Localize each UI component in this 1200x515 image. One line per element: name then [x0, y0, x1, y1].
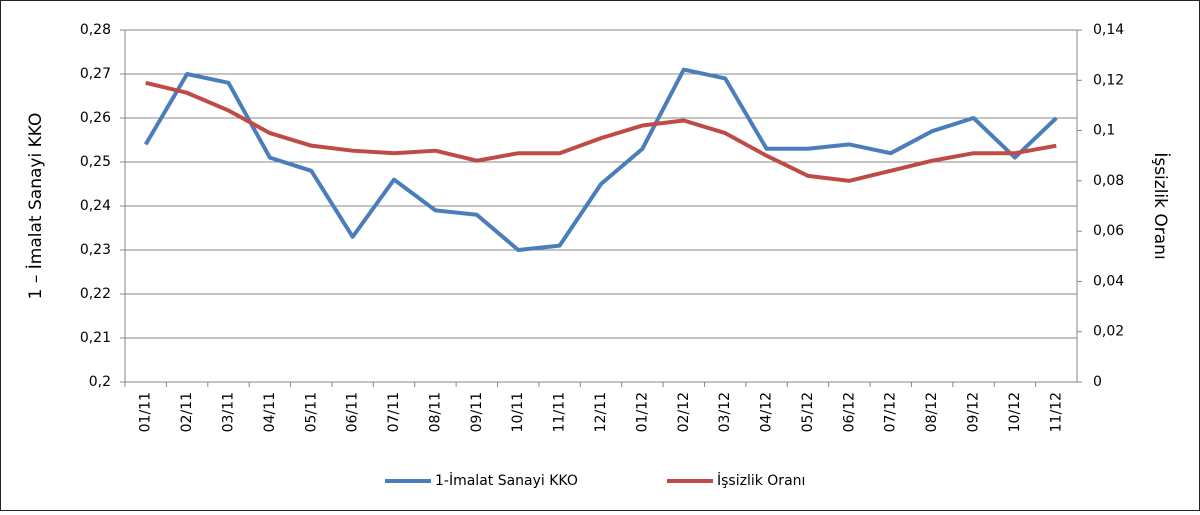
y-tick-label: 0,26 — [80, 110, 111, 126]
y-tick-label: 0,2 — [89, 374, 111, 390]
x-tick-label: 11/12 — [1048, 392, 1064, 432]
series-line — [145, 80, 1057, 183]
x-tick-label: 02/11 — [179, 392, 195, 432]
x-tick-label: 08/11 — [427, 392, 443, 432]
legend-label: İşsizlik Oranı — [717, 471, 805, 489]
y2-tick-label: 0,02 — [1093, 324, 1124, 340]
x-tick-label: 01/11 — [138, 392, 154, 432]
x-tick-label: 01/12 — [634, 392, 650, 432]
y2-tick-label: 0,1 — [1093, 123, 1115, 139]
x-tick-label: 05/11 — [303, 392, 319, 432]
y-axis-title: 1 – İmalat Sanayi KKO — [25, 113, 46, 300]
x-tick-label: 10/12 — [1007, 392, 1023, 432]
y-tick-label: 0,28 — [80, 22, 111, 38]
x-tick-label: 09/11 — [469, 392, 485, 432]
y2-tick-label: 0 — [1093, 374, 1102, 390]
y2-axis-title: İşsizlik Oranı — [1150, 152, 1171, 259]
y-tick-label: 0,23 — [80, 242, 111, 258]
series-line — [143, 67, 1058, 252]
y-tick-label: 0,24 — [80, 198, 111, 214]
x-tick-label: 02/12 — [676, 392, 692, 432]
y-tick-label: 0,22 — [80, 286, 111, 302]
y-tick-label: 0,21 — [80, 330, 111, 346]
x-tick-label: 06/11 — [345, 392, 361, 432]
x-tick-label: 04/11 — [262, 392, 278, 432]
x-tick-label: 11/11 — [552, 392, 568, 432]
y-tick-label: 0,27 — [80, 66, 111, 82]
x-tick-label: 08/12 — [924, 392, 940, 432]
x-tick-label: 05/12 — [800, 392, 816, 432]
y2-tick-label: 0,04 — [1093, 273, 1124, 289]
y2-tick-label: 0,12 — [1093, 72, 1124, 88]
y2-tick-label: 0,06 — [1093, 223, 1124, 239]
x-tick-label: 07/12 — [883, 392, 899, 432]
x-tick-label: 06/12 — [841, 392, 857, 432]
legend-label: 1-İmalat Sanayi KKO — [435, 471, 578, 489]
x-tick-label: 07/11 — [386, 392, 402, 432]
y-tick-label: 0,25 — [80, 154, 111, 170]
x-tick-label: 03/12 — [717, 392, 733, 432]
x-tick-label: 12/11 — [593, 392, 609, 432]
x-tick-label: 09/12 — [966, 392, 982, 432]
y2-tick-label: 0,08 — [1093, 173, 1124, 189]
x-tick-label: 04/12 — [759, 392, 775, 432]
x-tick-label: 03/11 — [220, 392, 236, 432]
y2-tick-label: 0,14 — [1093, 22, 1124, 38]
x-tick-label: 10/11 — [510, 392, 526, 432]
